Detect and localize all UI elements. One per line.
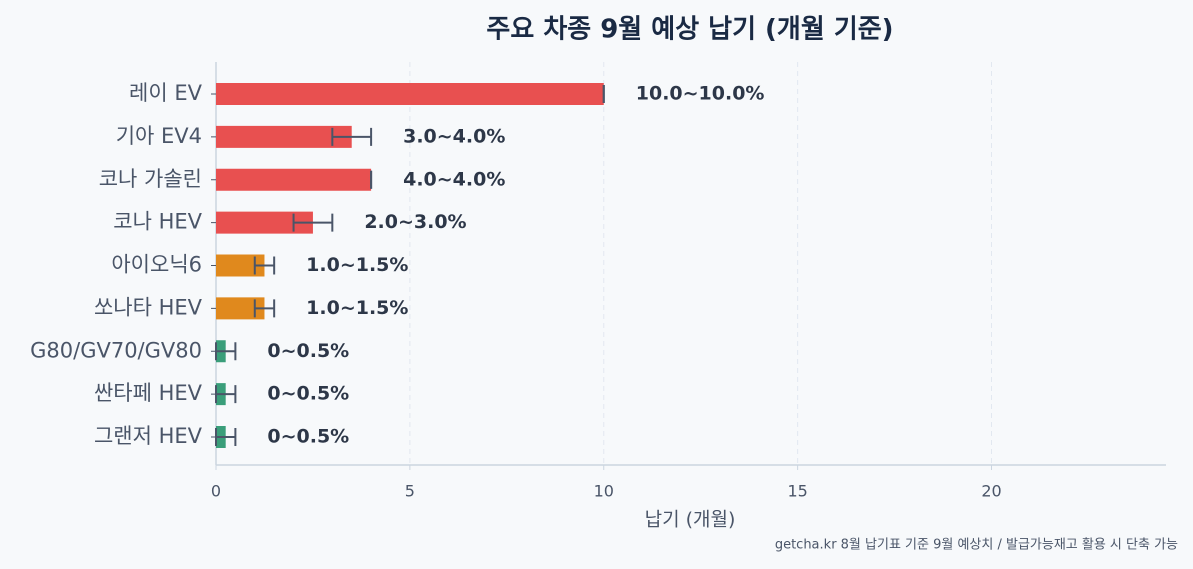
y-tick-label: 코나 HEV xyxy=(113,210,202,234)
value-label: 0~0.5% xyxy=(267,383,349,405)
value-label: 0~0.5% xyxy=(267,426,349,448)
bar xyxy=(216,125,352,148)
y-tick-label: 코나 가솔린 xyxy=(99,167,202,191)
x-tick-label: 10 xyxy=(594,482,614,501)
y-tick-label: 그랜저 HEV xyxy=(94,424,203,448)
bar xyxy=(216,168,372,191)
value-label: 3.0~4.0% xyxy=(403,125,505,147)
value-label: 0~0.5% xyxy=(267,340,349,362)
x-tick-label: 5 xyxy=(405,482,415,501)
y-tick-label: G80/GV70/GV80 xyxy=(30,338,202,362)
x-tick-label: 15 xyxy=(787,482,807,501)
error-bar xyxy=(215,342,237,361)
y-tick-label: 쏘나타 HEV xyxy=(94,295,203,319)
error-bar xyxy=(331,127,373,146)
chart-title: 주요 차종 9월 예상 납기 (개월 기준) xyxy=(486,15,893,45)
value-label: 1.0~1.5% xyxy=(306,297,408,319)
error-bar xyxy=(292,213,334,232)
y-tick-label: 싼타페 HEV xyxy=(94,381,203,405)
x-tick-label: 0 xyxy=(211,482,221,501)
value-label: 10.0~10.0% xyxy=(636,83,765,105)
error-bar xyxy=(215,428,237,446)
error-bar xyxy=(215,385,237,404)
value-label: 2.0~3.0% xyxy=(364,211,466,233)
x-axis-label: 납기 (개월) xyxy=(645,509,736,531)
bar xyxy=(216,254,265,277)
bar xyxy=(216,297,265,320)
error-bar xyxy=(253,256,276,275)
error-bar xyxy=(253,299,276,318)
y-tick-label: 기아 EV4 xyxy=(116,124,202,148)
footnote: getcha.kr 8월 납기표 기준 9월 예상치 / 발급가능재고 활용 시… xyxy=(775,538,1178,553)
bar xyxy=(216,83,604,105)
value-label: 4.0~4.0% xyxy=(403,168,505,190)
value-label: 1.0~1.5% xyxy=(306,254,408,276)
y-tick-label: 레이 EV xyxy=(129,81,203,105)
x-tick-label: 20 xyxy=(981,482,1001,501)
y-tick-label: 아이오닉6 xyxy=(111,253,202,277)
bar xyxy=(216,211,313,234)
